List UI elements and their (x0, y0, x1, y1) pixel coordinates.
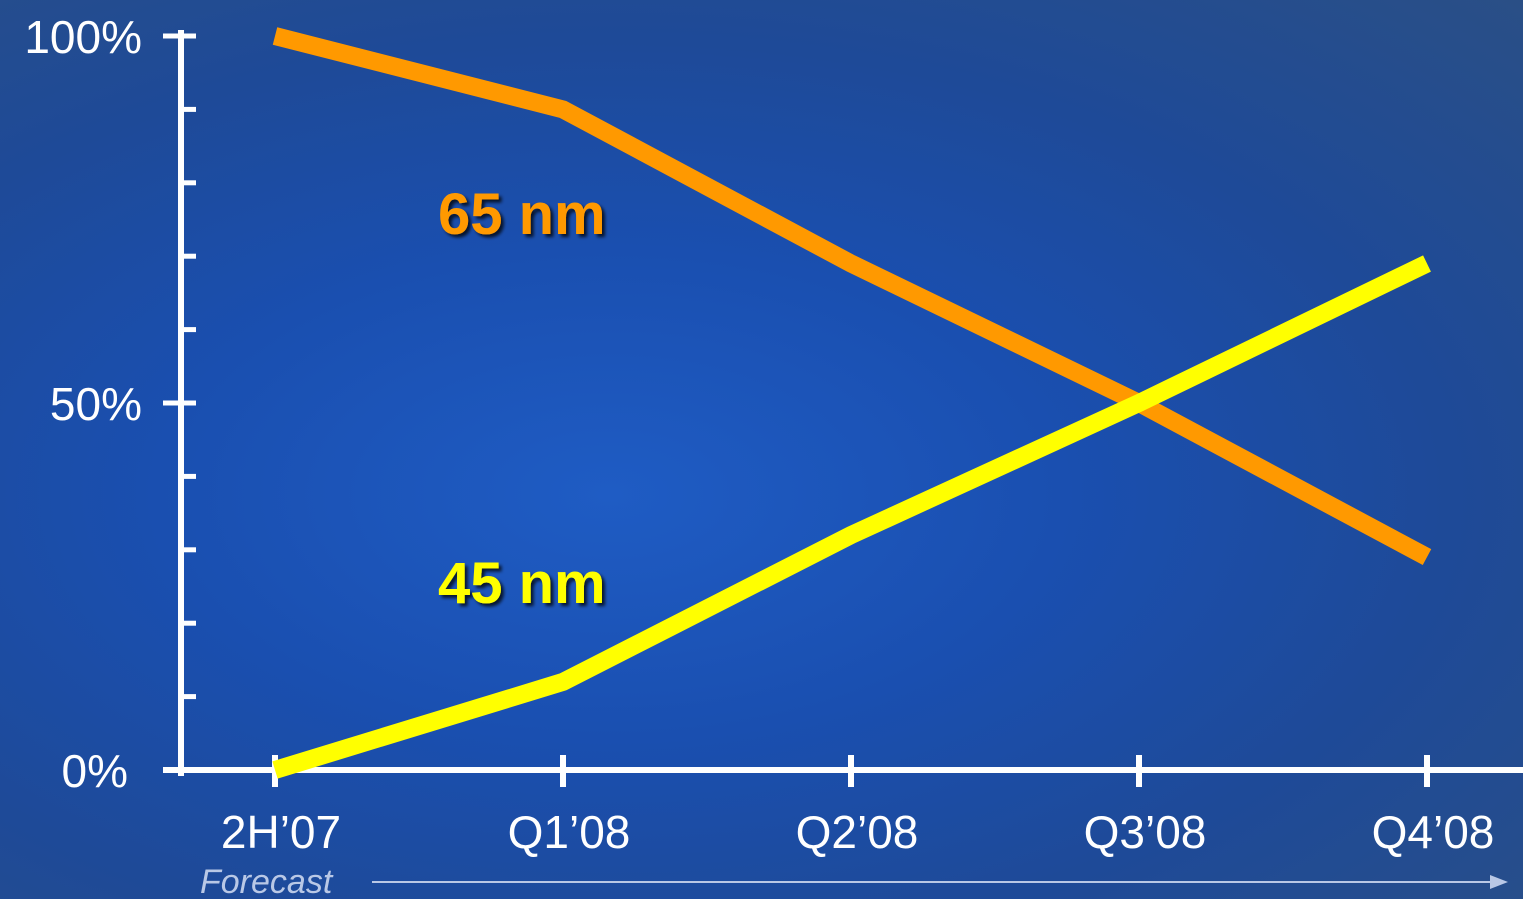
series-line-45nm (272, 255, 1431, 779)
series-lines (272, 27, 1432, 779)
y-tick-label: 0% (62, 745, 128, 797)
series-label-45nm: 45 nm (438, 551, 606, 616)
series-label-65nm: 65 nm (438, 182, 606, 247)
y-tick-label: 50% (50, 378, 142, 430)
forecast-label: Forecast (200, 863, 334, 899)
y-ticks: 100% 50% 0% (24, 11, 196, 797)
y-tick-label: 100% (24, 11, 142, 63)
x-ticks: 2H’07 Q1’08 Q2’08 Q3’08 Q4’08 (221, 755, 1494, 858)
x-tick-label: 2H’07 (221, 806, 341, 858)
series-line-65nm (272, 27, 1432, 566)
forecast-arrow-head (1490, 875, 1508, 889)
x-tick-label: Q4’08 (1372, 806, 1495, 858)
series-labels: 65 nm 45 nm (438, 182, 606, 616)
forecast-annotation: Forecast (200, 863, 1508, 899)
x-tick-label: Q2’08 (796, 806, 919, 858)
x-tick-label: Q1’08 (508, 806, 631, 858)
x-tick-label: Q3’08 (1084, 806, 1207, 858)
axes: 100% 50% 0% 2H’07 Q1’08 Q2’08 Q3’08 Q4’08 (24, 11, 1523, 858)
